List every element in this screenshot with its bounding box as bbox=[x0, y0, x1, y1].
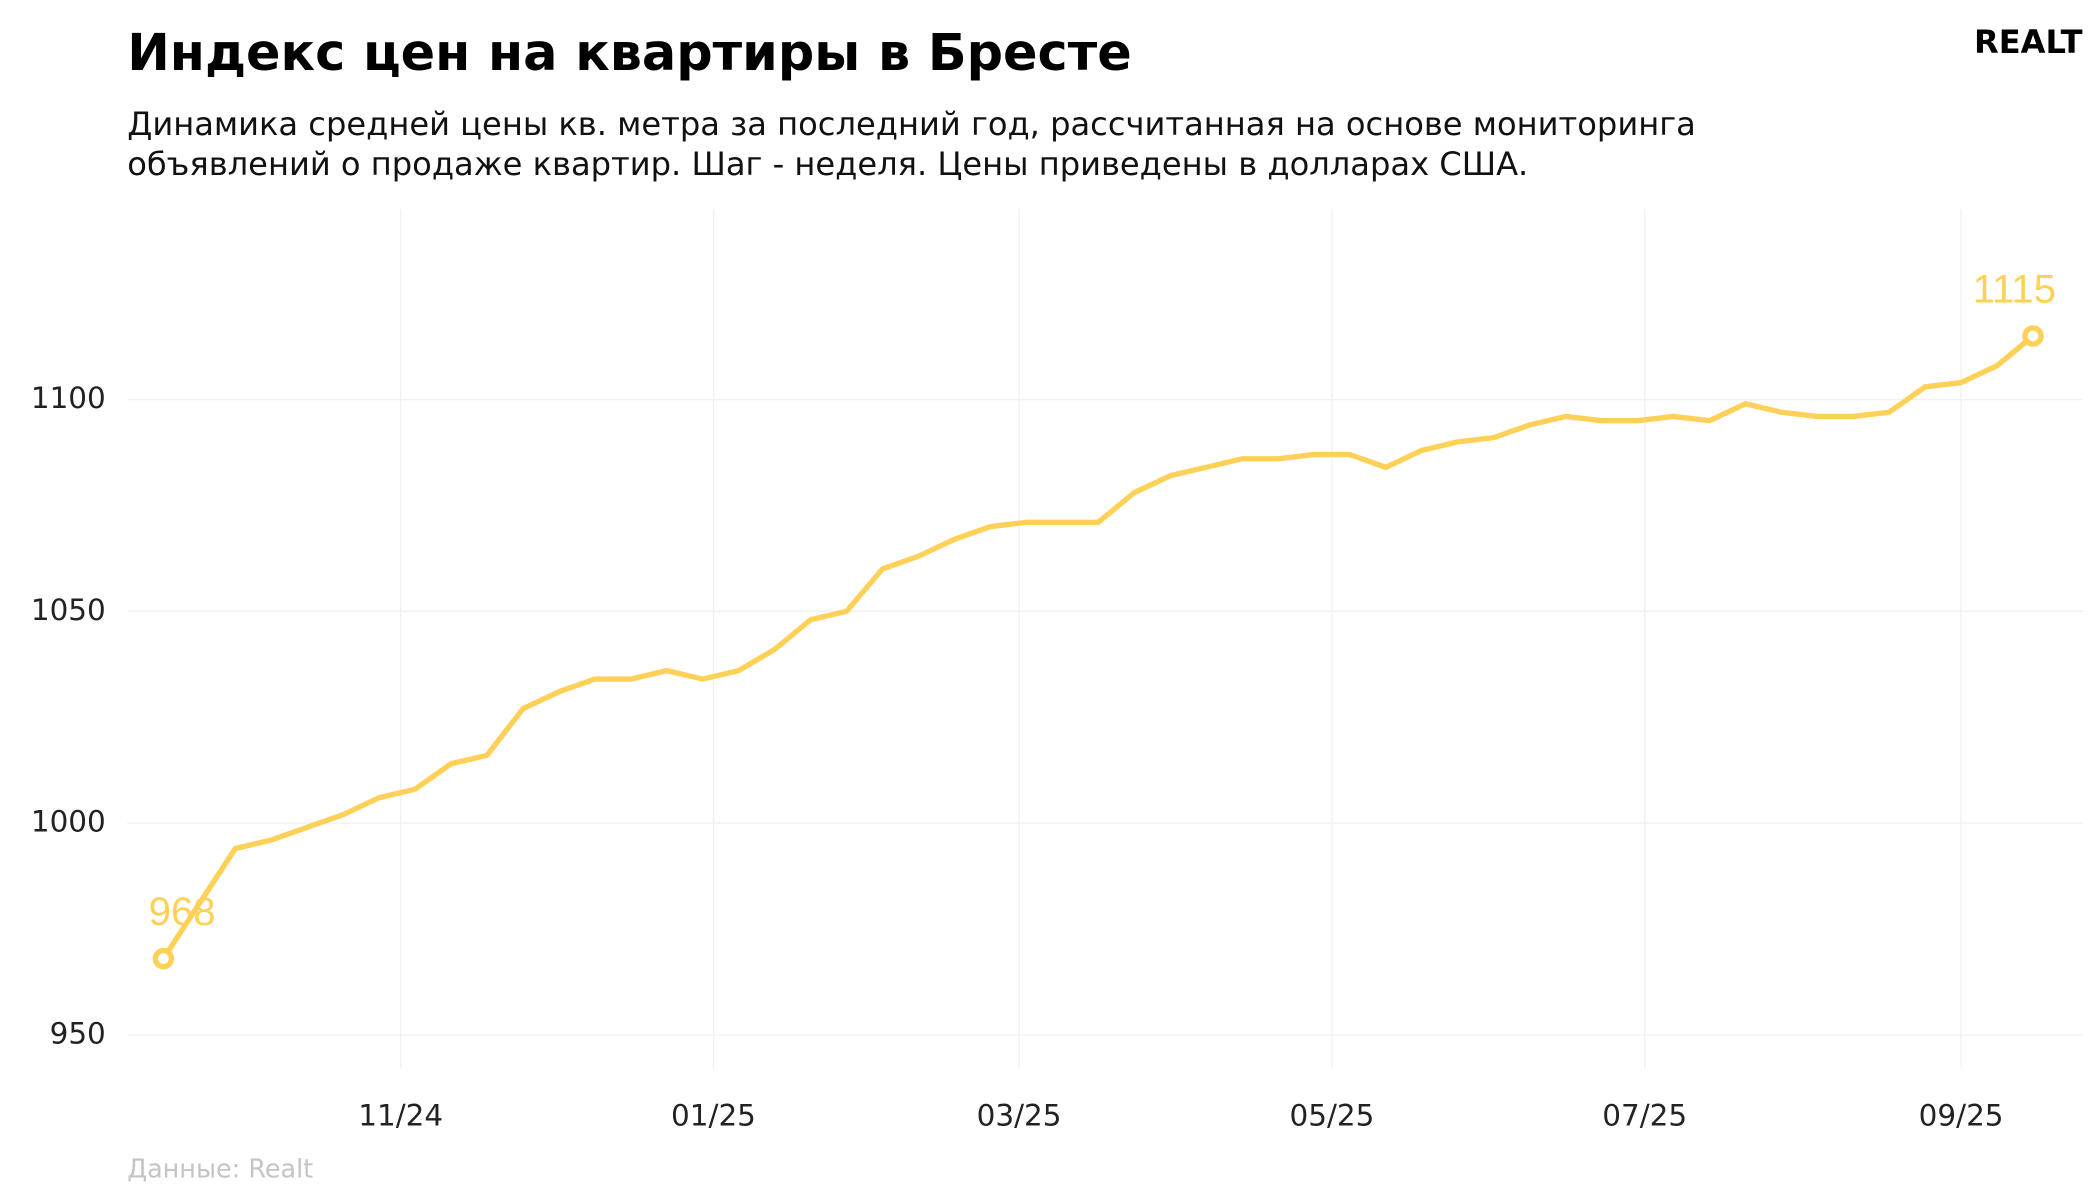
x-tick-label: 11/24 bbox=[358, 1098, 443, 1132]
chart-title: Индекс цен на квартиры в Бресте bbox=[127, 24, 1131, 83]
line bbox=[161, 333, 2035, 961]
logo: REALT bbox=[1974, 23, 2083, 61]
plot: 968 1115 bbox=[149, 266, 2056, 970]
chart-subtitle: Динамика средней цены кв. метра за после… bbox=[127, 105, 1696, 143]
y-tick-label: 1100 bbox=[31, 381, 106, 415]
x-tick-label: 09/25 bbox=[1919, 1098, 2004, 1132]
x-tick-label: 05/25 bbox=[1289, 1098, 1374, 1132]
chart-subtitle: объявлений о продаже квартир. Шаг - неде… bbox=[127, 145, 1528, 183]
end-marker bbox=[2022, 325, 2044, 347]
data-label: 1115 bbox=[1973, 266, 2056, 311]
source: Данные: Realt bbox=[127, 1154, 313, 1184]
end-marker bbox=[152, 947, 175, 970]
background bbox=[0, 10, 2100, 1190]
x-tick-label: 07/25 bbox=[1602, 1098, 1687, 1132]
x-tick-label: 03/25 bbox=[977, 1098, 1062, 1132]
y-tick-label: 1050 bbox=[31, 593, 106, 627]
x-tick-label: 01/25 bbox=[671, 1098, 756, 1132]
y-tick-label: 950 bbox=[50, 1016, 106, 1050]
y-tick-label: 1000 bbox=[31, 805, 106, 839]
data-label: 968 bbox=[149, 889, 216, 934]
grid: 950 1000 1050 1100 11/24 01/25 03/25 05/25 07/25… bbox=[31, 208, 2083, 1132]
